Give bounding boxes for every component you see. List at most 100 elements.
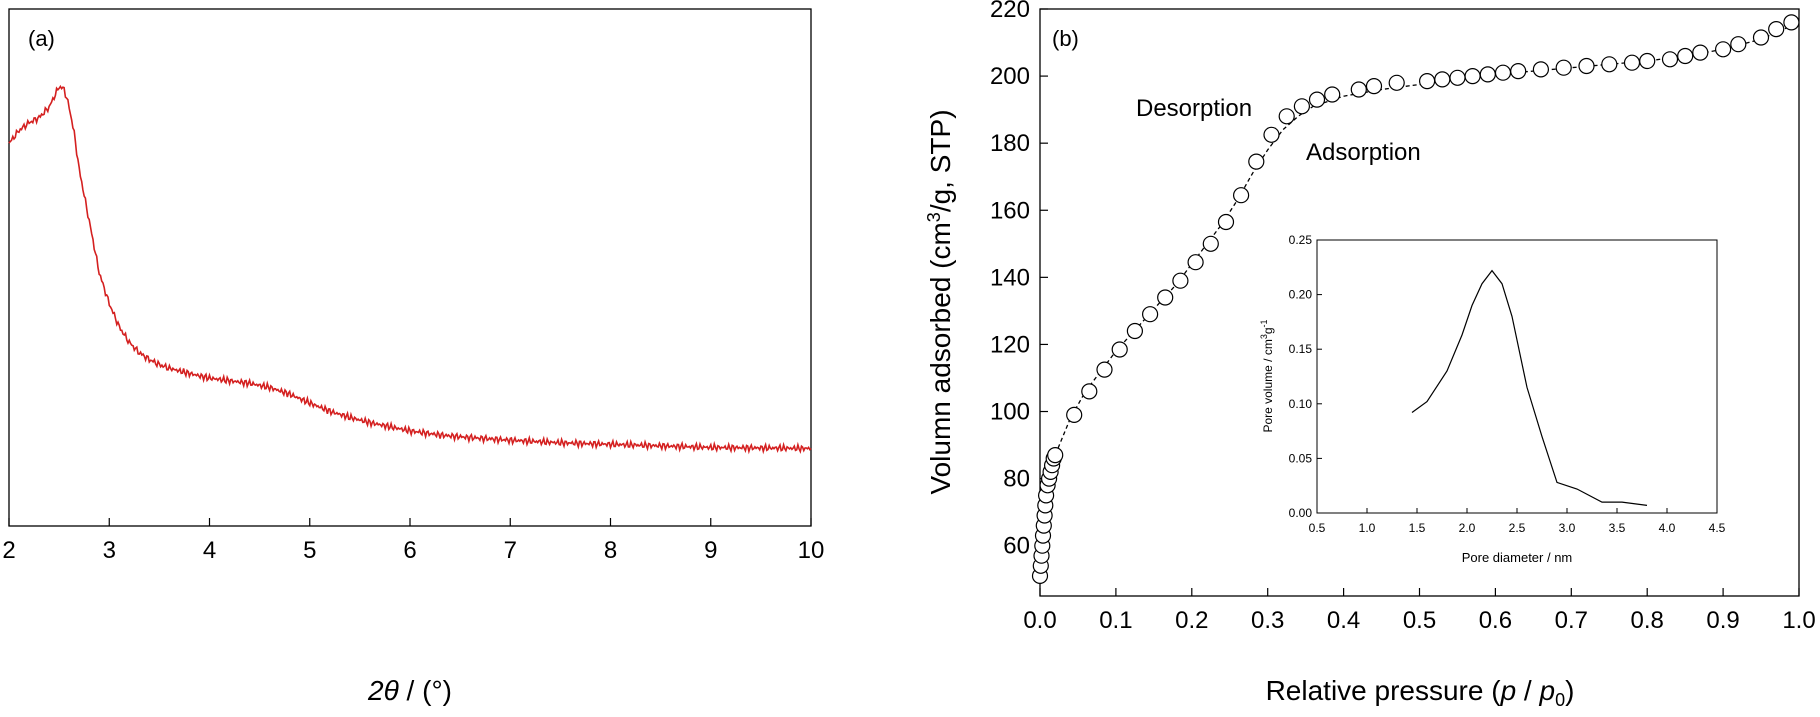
desorption-branch-points	[1031, 14, 1800, 585]
desorption-point	[1047, 447, 1064, 464]
panel-b-label: (b)	[1052, 26, 1079, 51]
inset-y-tick-label: 0.10	[1289, 397, 1313, 411]
panel-b-x-title-close: )	[1565, 675, 1574, 706]
inset-y-title-pre: Pore volume / cm	[1261, 339, 1275, 432]
inset-pore-size-plot: 0.5 1.0 1.5 2.0 2.5 3.0 3.5 4.0 4.5 0.00 0.05 0.10…	[1259, 233, 1726, 565]
panel-b-x-title-sub: 0	[1555, 690, 1565, 710]
desorption-point	[1202, 235, 1219, 252]
panel-b-x-title-text: Relative pressure (	[1266, 675, 1502, 706]
desorption-point	[1578, 57, 1595, 75]
desorption-point	[1714, 41, 1732, 58]
desorption-point	[1278, 108, 1295, 125]
inset-y-tick-label: 0.15	[1289, 342, 1313, 356]
desorption-point	[1248, 153, 1265, 170]
desorption-point	[1752, 29, 1770, 46]
inset-x-tick-label: 2.0	[1459, 521, 1476, 535]
desorption-point	[1783, 14, 1800, 31]
desorption-point	[1532, 61, 1550, 78]
panel-a-x-tick-label: 2	[2, 537, 15, 564]
desorption-point	[1730, 36, 1747, 53]
panel-b-y-tick-label: 220	[990, 0, 1030, 23]
inset-x-tick-label: 3.0	[1559, 521, 1576, 535]
panel-b-x-axis: 0.0 0.1 0.2 0.3 0.4 0.5 0.6 0.7 0.8 0.9 1.0	[1023, 588, 1816, 634]
panel-a-x-tick-label: 10	[798, 537, 825, 564]
panel-a-x-tick-label: 7	[504, 537, 517, 564]
panel-b-y-tick-label: 140	[990, 264, 1030, 291]
inset-x-tick-label: 1.0	[1359, 521, 1376, 535]
panel-b-y-tick-label: 100	[990, 399, 1030, 426]
desorption-point	[1434, 71, 1451, 88]
panel-a-x-axis: 2 3 4 5 6 7 8 9 10	[2, 518, 824, 564]
desorption-point	[1081, 383, 1098, 400]
desorption-point	[1365, 77, 1383, 95]
panel-b-x-tick-label: 0.7	[1555, 607, 1588, 634]
inset-x-tick-label: 3.5	[1609, 521, 1626, 535]
adsorption-annotation: Adsorption	[1306, 139, 1421, 166]
desorption-point	[1232, 187, 1250, 204]
inset-y-tick-label: 0.00	[1289, 506, 1313, 520]
panel-b-x-tick-label: 0.1	[1099, 607, 1132, 634]
panel-b: (b) 0.0 0.1 0.2 0.3 0.4 0.5 0.6 0.7 0.8 0.9 1.0 60…	[924, 0, 1816, 710]
panel-b-x-title-p: p	[1500, 675, 1517, 706]
inset-x-axis-title: Pore diameter / nm	[1462, 550, 1573, 565]
panel-a-x-axis-title-unit: / (°)	[399, 675, 452, 706]
desorption-point	[1692, 44, 1709, 61]
desorption-point	[1141, 306, 1159, 323]
desorption-point	[1677, 47, 1694, 65]
inset-y-tick-label: 0.25	[1289, 233, 1313, 247]
panel-a-x-tick-label: 8	[604, 537, 617, 564]
panel-b-x-axis-title: Relative pressure (p / p0)	[1266, 675, 1575, 710]
desorption-point	[1111, 341, 1128, 358]
panel-b-x-title-slash: /	[1516, 675, 1539, 706]
inset-y-title-sup2: -1	[1259, 319, 1269, 327]
inset-y-axis-title: Pore volume / cm3g-1	[1259, 319, 1275, 432]
adsorption-branch-line	[1039, 25, 1792, 580]
panel-b-y-tick-label: 60	[1003, 533, 1030, 560]
desorption-point	[1187, 254, 1204, 271]
panel-b-x-tick-label: 0.2	[1175, 607, 1208, 634]
desorption-point	[1096, 361, 1113, 378]
desorption-point	[1494, 64, 1512, 81]
panel-b-y-tick-label: 200	[990, 63, 1030, 90]
panel-b-x-title-p0: p	[1538, 675, 1555, 706]
desorption-point	[1449, 69, 1466, 86]
panel-b-x-tick-label: 0.5	[1403, 607, 1436, 634]
panel-b-x-tick-label: 0.4	[1327, 607, 1360, 634]
inset-x-tick-label: 4.5	[1709, 521, 1726, 535]
desorption-point	[1066, 406, 1083, 423]
desorption-point	[1418, 72, 1436, 90]
panel-b-y-tick-label: 160	[990, 197, 1030, 224]
panel-b-x-tick-label: 0.8	[1631, 607, 1664, 634]
panel-b-x-tick-label: 0.0	[1023, 607, 1056, 634]
panel-a-x-tick-label: 6	[403, 537, 416, 564]
panel-b-y-title-post: /g, STP)	[925, 109, 956, 212]
inset-y-title-mid: g	[1261, 327, 1275, 334]
inset-x-tick-label: 2.5	[1509, 521, 1526, 535]
panel-a-x-tick-label: 9	[704, 537, 717, 564]
desorption-point	[1464, 67, 1481, 85]
inset-y-title-sup1: 3	[1259, 334, 1269, 339]
inset-y-tick-label: 0.20	[1289, 288, 1313, 302]
desorption-point	[1293, 98, 1311, 115]
panel-b-x-tick-label: 0.9	[1706, 607, 1739, 634]
inset-frame	[1316, 239, 1718, 514]
inset-y-tick-label: 0.05	[1289, 451, 1313, 465]
panel-b-y-axis-title: Volumn adsorbed (cm3/g, STP)	[924, 109, 956, 494]
desorption-point	[1768, 21, 1785, 38]
panel-b-y-title-sup: 3	[924, 212, 944, 222]
desorption-point	[1639, 52, 1656, 70]
panel-b-x-tick-label: 0.3	[1251, 607, 1284, 634]
desorption-point	[1623, 54, 1641, 71]
inset-pore-distribution-line	[1411, 269, 1648, 506]
panel-b-y-tick-label: 120	[990, 331, 1030, 358]
desorption-point	[1555, 59, 1572, 76]
panel-b-x-tick-label: 0.6	[1479, 607, 1512, 634]
panel-b-y-tick-label: 180	[990, 130, 1030, 157]
panel-a-xrd-line	[8, 84, 812, 455]
desorption-point	[1308, 91, 1326, 108]
desorption-point	[1601, 56, 1618, 73]
panel-a-x-tick-label: 5	[303, 537, 316, 564]
inset-x-tick-label: 0.5	[1309, 521, 1326, 535]
desorption-annotation: Desorption	[1136, 95, 1252, 122]
